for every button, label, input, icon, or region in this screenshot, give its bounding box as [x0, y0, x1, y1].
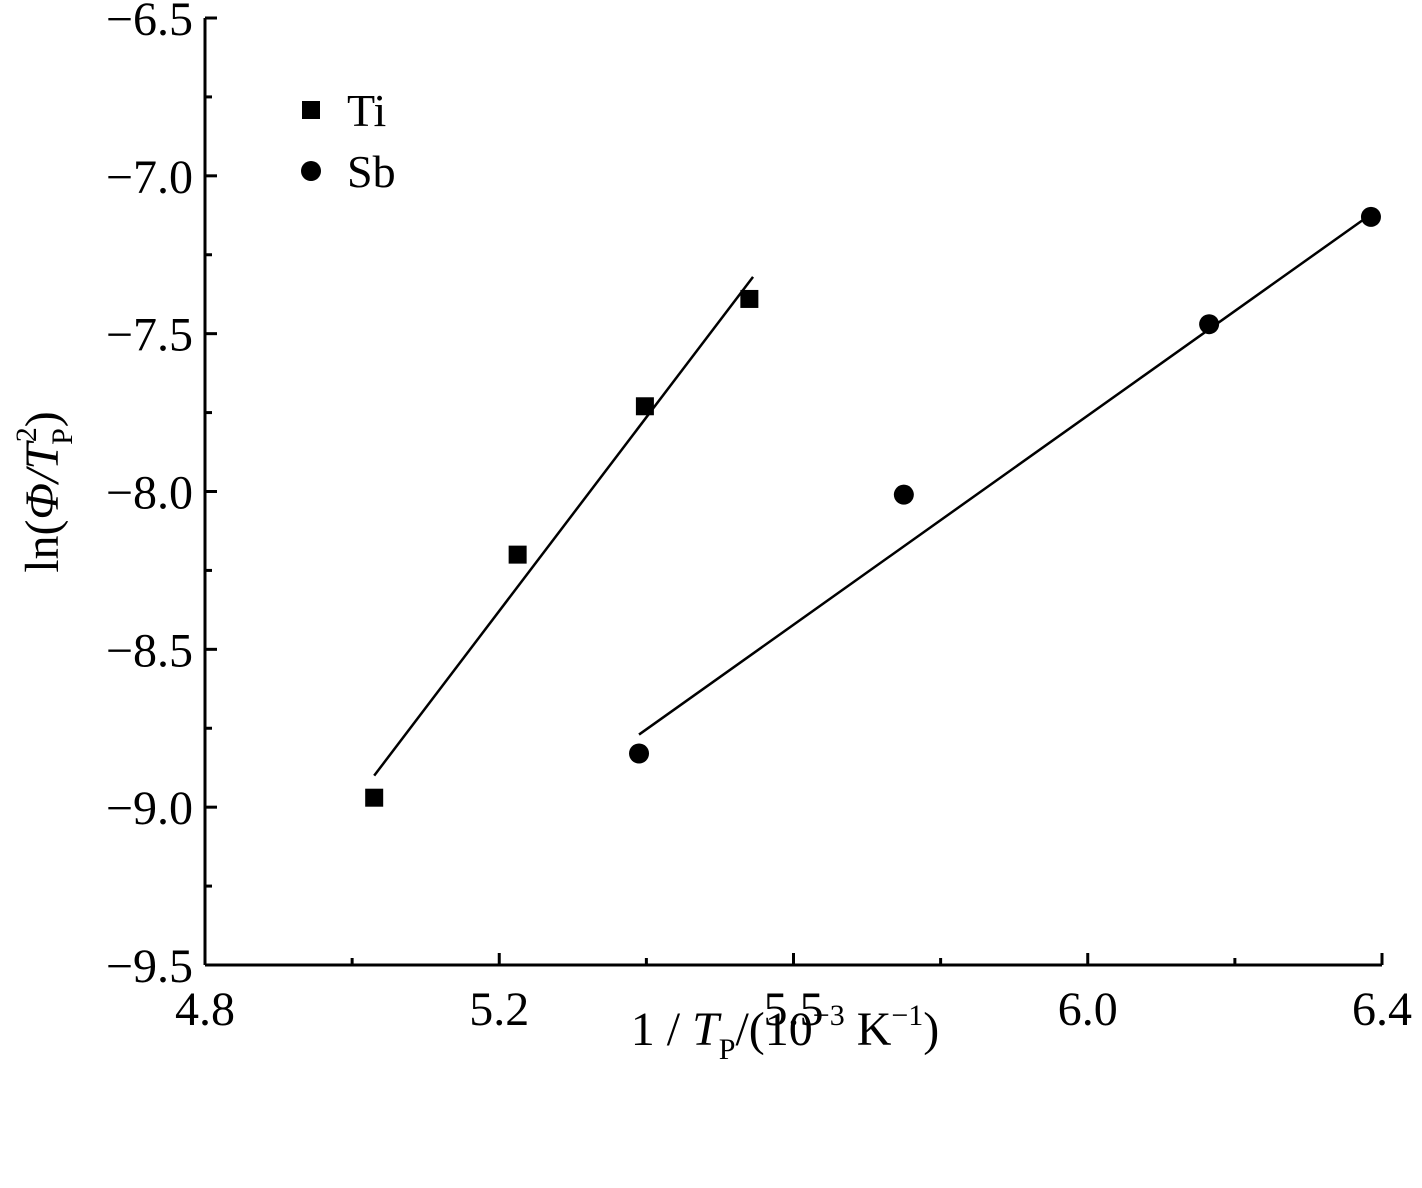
- x-tick-label: 5.5: [764, 983, 824, 1036]
- y-axis-title: ln(Φ/TP2): [10, 411, 79, 573]
- x-axis-title-subscript: P: [719, 1033, 736, 1066]
- x-axis-title-unit-exponent: −1: [891, 999, 923, 1032]
- ti-point: [508, 545, 527, 564]
- legend-label-ti: Ti: [347, 85, 386, 136]
- legend: Ti Sb: [301, 85, 396, 197]
- sb-point: [1360, 206, 1381, 227]
- x-axis-title-unit-close: ): [923, 1003, 939, 1056]
- sb-point: [893, 484, 914, 505]
- fit-lines: [373, 215, 1369, 777]
- y-axis-title-subscript: P: [46, 428, 79, 445]
- data-points: [365, 206, 1381, 807]
- y-tick-label: −9.5: [106, 940, 193, 993]
- legend-marker-sb: [301, 161, 321, 181]
- y-tick-label: −8.0: [106, 467, 193, 520]
- ti-fit-line: [373, 276, 755, 777]
- axes: −6.5 −7.0 −7.5 −8.0 −8.5 −9.0 −9.54.8 5.2 5.5 6.0…: [106, 0, 1412, 1036]
- sb-fit-line: [638, 215, 1369, 736]
- y-tick-label: −7.5: [106, 309, 193, 362]
- y-tick-label: −8.5: [106, 624, 193, 677]
- x-axis-title-prefix: 1 /: [631, 1003, 692, 1056]
- y-tick-label: −6.5: [106, 0, 193, 46]
- x-tick-label: 5.2: [469, 983, 529, 1036]
- sb-point: [1199, 314, 1220, 335]
- x-axis-title-symbol: T: [692, 1003, 722, 1056]
- x-axis-title-unit-open: /(10: [735, 1003, 812, 1056]
- x-tick-label: 6.4: [1352, 983, 1412, 1036]
- x-axis-title-unit-mid: K: [845, 1003, 892, 1056]
- legend-label-sb: Sb: [347, 146, 396, 197]
- sb-point: [629, 743, 650, 764]
- ti-point: [365, 788, 384, 807]
- y-axis-title-symbol: Φ/T: [16, 440, 69, 520]
- ti-point: [740, 289, 759, 308]
- x-tick-label: 4.8: [175, 983, 235, 1036]
- x-axis-title: 1 / TP/(10−3 K−1): [631, 999, 940, 1066]
- y-tick-label: −7.0: [106, 151, 193, 204]
- x-axis-title-exponent: −3: [813, 999, 845, 1032]
- legend-marker-ti: [302, 101, 320, 119]
- x-tick-label: 6.0: [1058, 983, 1118, 1036]
- y-tick-label: −9.0: [106, 782, 193, 835]
- y-axis-title-prefix: ln(: [16, 519, 69, 572]
- ti-point: [635, 397, 654, 416]
- y-axis-title-suffix: ): [16, 411, 69, 427]
- y-axis-title-superscript: 2: [10, 427, 43, 442]
